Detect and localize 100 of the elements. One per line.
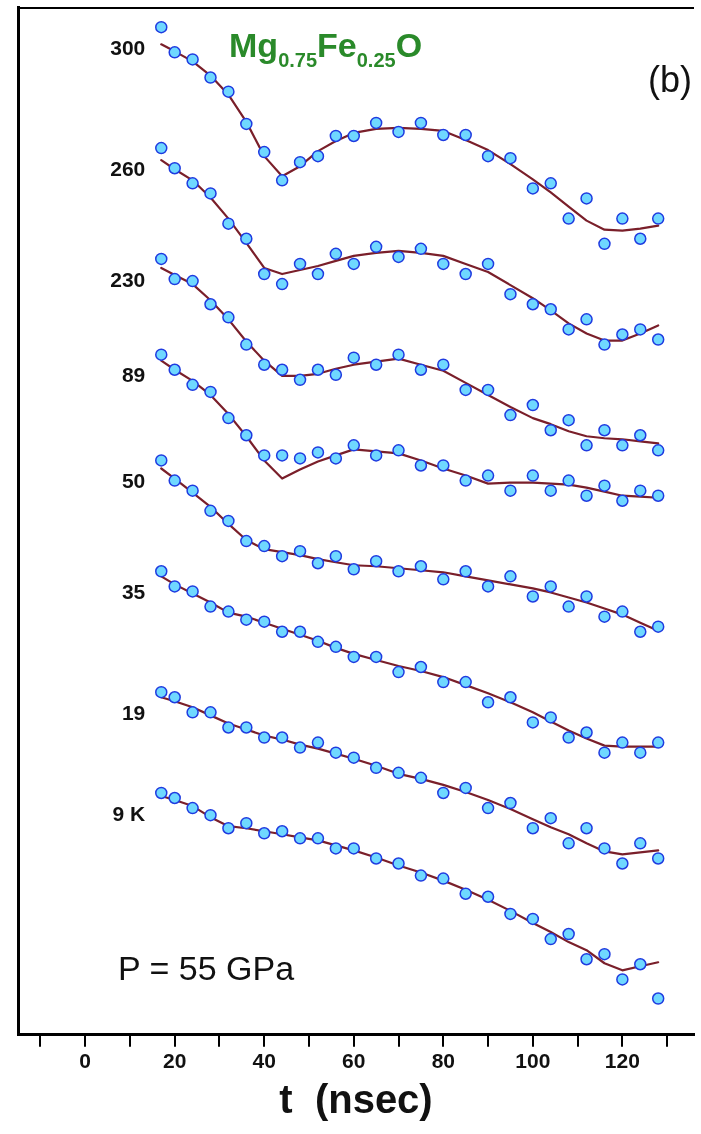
point <box>275 363 289 376</box>
point <box>204 385 217 399</box>
point <box>204 298 217 311</box>
point <box>562 323 575 336</box>
point <box>598 947 611 961</box>
point <box>369 116 383 130</box>
point <box>634 625 647 638</box>
point <box>240 721 253 734</box>
point <box>186 706 199 719</box>
point <box>504 796 517 810</box>
point <box>562 413 575 427</box>
point <box>580 952 593 966</box>
point <box>329 746 343 759</box>
point <box>634 746 647 759</box>
point <box>204 808 217 822</box>
point <box>562 600 575 613</box>
point <box>616 212 629 225</box>
point <box>347 751 361 764</box>
point <box>598 338 611 351</box>
point <box>311 832 325 845</box>
point <box>437 459 450 472</box>
point <box>580 313 593 326</box>
x-tick-label: 40 <box>252 1049 276 1073</box>
point <box>598 237 611 251</box>
point <box>155 20 168 34</box>
point <box>414 242 428 256</box>
point <box>459 474 472 487</box>
point <box>168 46 181 59</box>
point <box>651 992 665 1005</box>
point <box>240 429 253 442</box>
point <box>544 423 557 437</box>
point <box>311 736 325 749</box>
point <box>544 303 557 316</box>
point <box>459 267 472 281</box>
point <box>329 640 343 654</box>
point <box>204 504 217 518</box>
point <box>616 736 629 749</box>
point <box>369 650 383 664</box>
point <box>275 825 289 838</box>
point <box>275 625 289 638</box>
point <box>329 247 343 261</box>
point <box>562 212 575 225</box>
point <box>562 927 575 941</box>
series-label: 260 <box>110 156 146 180</box>
point <box>222 721 235 734</box>
point <box>504 151 517 165</box>
point <box>369 554 383 568</box>
point <box>651 212 665 225</box>
point <box>347 351 361 364</box>
point <box>481 801 495 815</box>
point <box>168 161 181 175</box>
point <box>257 358 271 371</box>
point <box>437 257 450 271</box>
point <box>459 565 472 578</box>
point <box>459 383 472 397</box>
point <box>504 907 517 921</box>
point <box>437 573 450 586</box>
point <box>204 71 217 84</box>
point <box>526 716 540 729</box>
point <box>329 842 343 855</box>
point <box>437 786 450 800</box>
point <box>168 474 181 487</box>
point <box>580 726 593 739</box>
point <box>651 444 665 457</box>
point <box>392 665 405 679</box>
x-tick-label: 20 <box>163 1049 187 1073</box>
point <box>293 544 307 558</box>
point <box>634 837 647 850</box>
point <box>293 373 307 387</box>
point <box>275 731 289 744</box>
point <box>598 423 611 437</box>
point <box>392 348 405 361</box>
point <box>329 549 343 563</box>
point <box>526 398 540 412</box>
point <box>414 363 428 376</box>
point <box>634 429 647 442</box>
point <box>481 149 495 163</box>
series-label: 89 <box>121 363 146 387</box>
point <box>526 469 540 482</box>
series-label: 230 <box>110 267 146 291</box>
point <box>414 559 428 573</box>
point <box>562 474 575 487</box>
point <box>240 232 253 246</box>
point <box>481 580 495 593</box>
point <box>204 706 217 719</box>
point <box>544 711 557 724</box>
point <box>634 958 647 971</box>
point <box>186 274 199 288</box>
point <box>257 267 271 281</box>
point <box>481 696 495 709</box>
point <box>311 363 325 376</box>
point <box>544 484 557 497</box>
x-axis-title: t (nsec) <box>279 1077 433 1122</box>
point <box>544 932 557 946</box>
point <box>634 232 647 246</box>
point <box>651 852 665 865</box>
point <box>392 444 405 457</box>
point <box>293 625 307 638</box>
point <box>257 539 271 553</box>
point <box>459 675 472 689</box>
